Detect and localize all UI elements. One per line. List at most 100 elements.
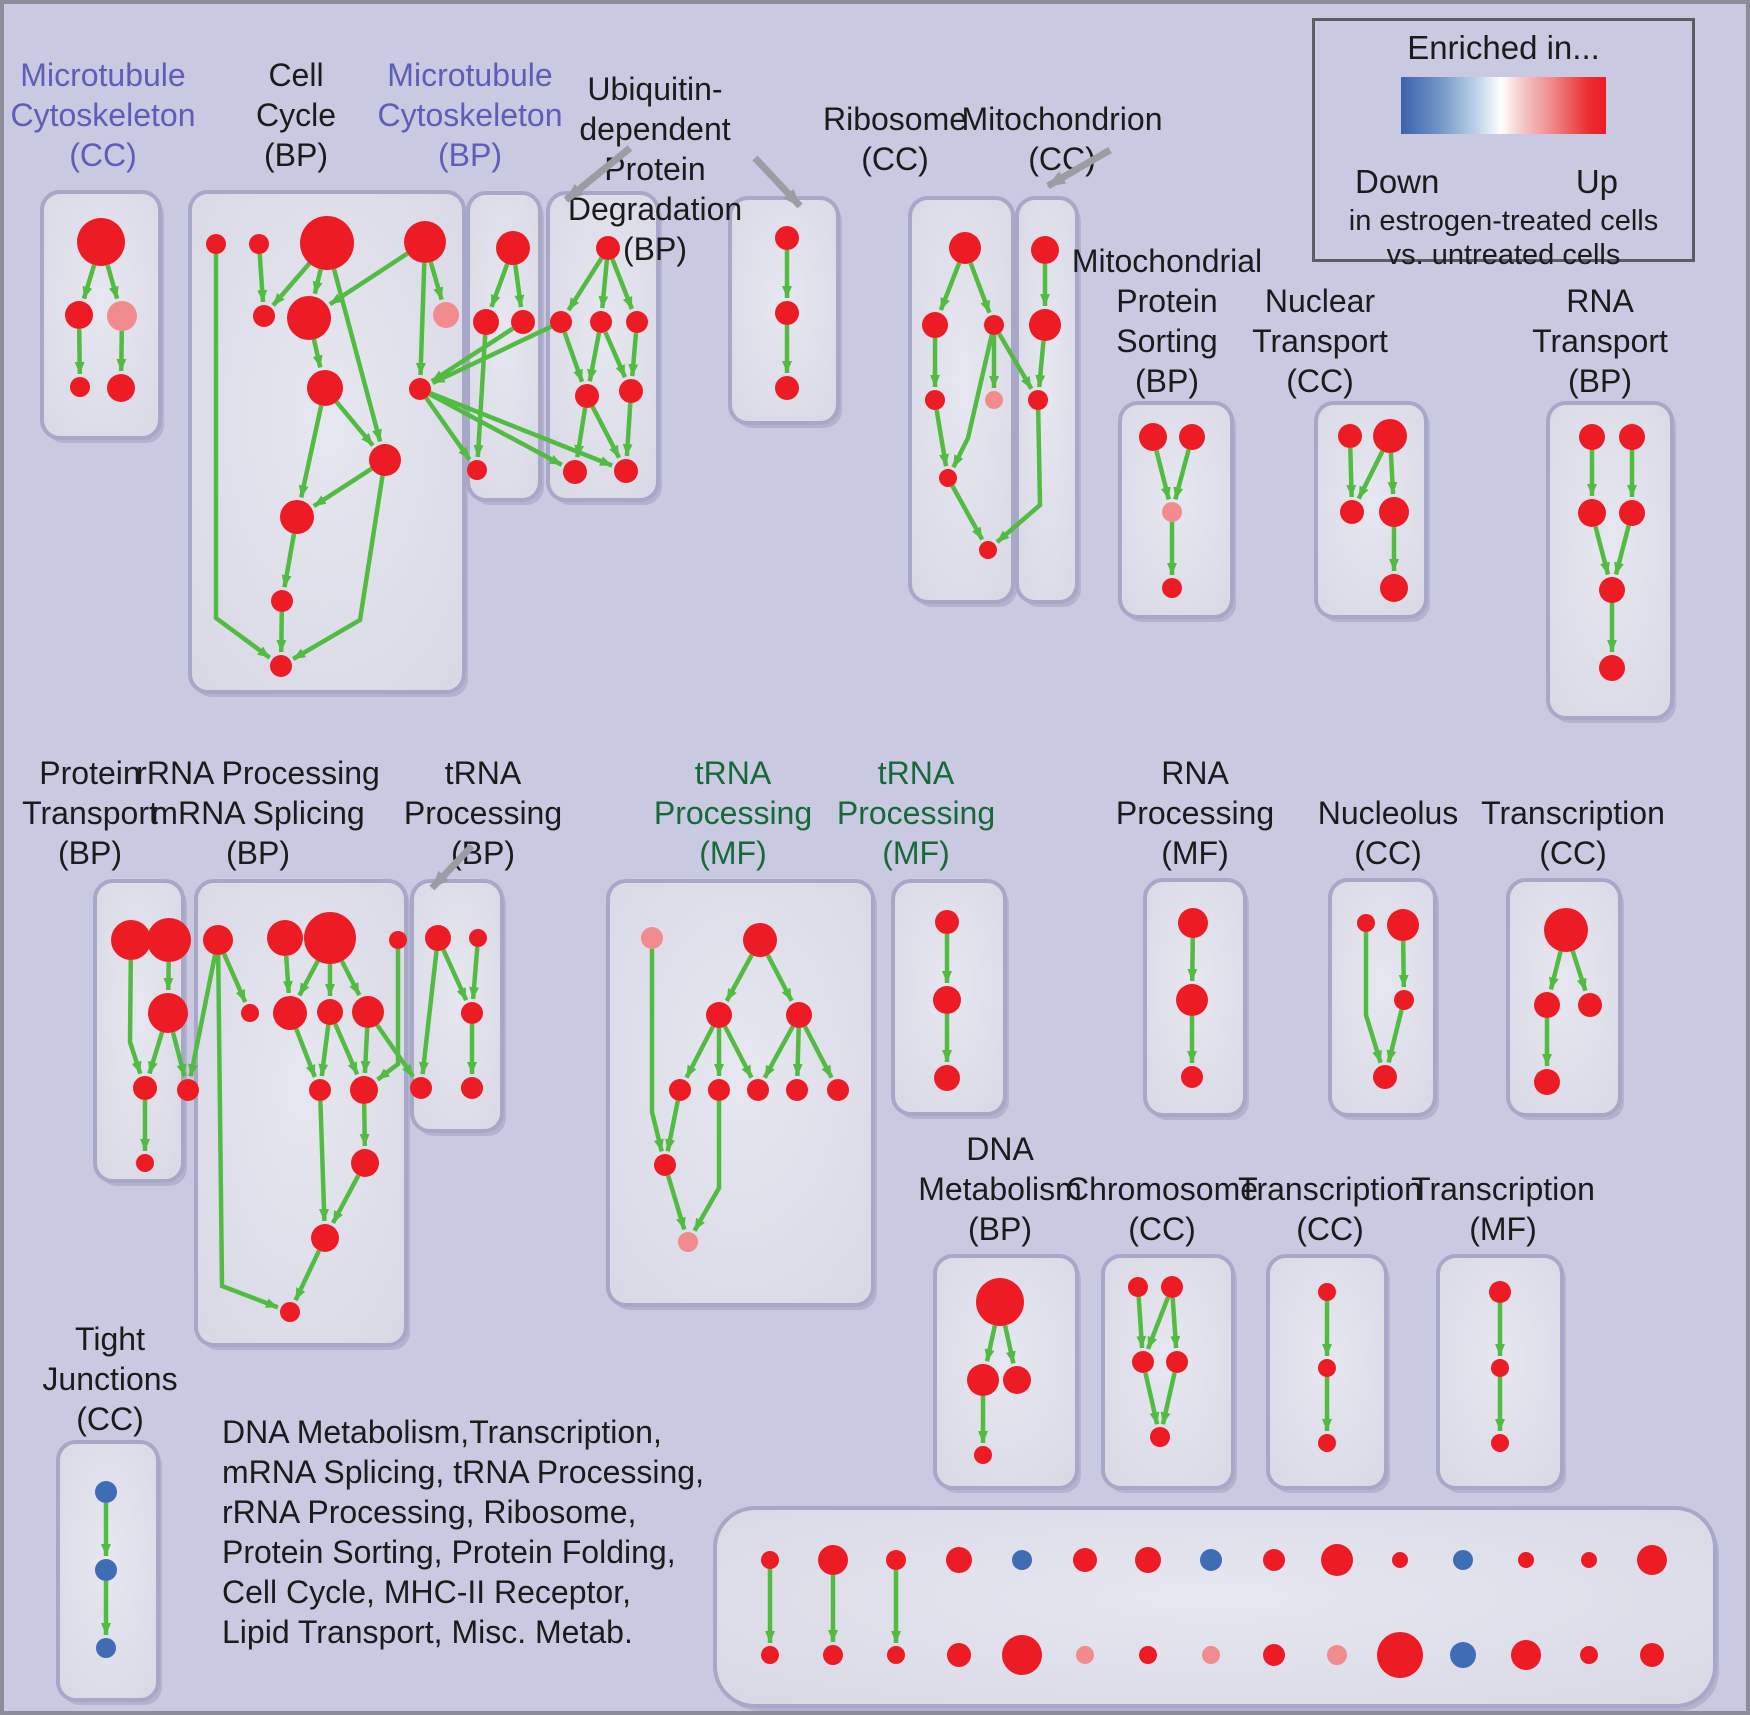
go-term-node-mitochondrion bbox=[1029, 309, 1061, 341]
edge-rrna bbox=[360, 1027, 371, 1074]
edge-protein-transport bbox=[147, 1031, 165, 1075]
edge-ubiq-a bbox=[622, 402, 633, 457]
go-term-node-misc bbox=[1511, 1640, 1541, 1670]
go-term-node-dna-metabolism bbox=[967, 1364, 999, 1396]
go-term-node-trna-bp bbox=[410, 1077, 432, 1099]
go-term-node-chromosome bbox=[1166, 1351, 1188, 1373]
go-term-node-ubiq-b bbox=[775, 301, 799, 325]
go-term-node-rna-proc-mf bbox=[1178, 908, 1208, 938]
go-term-node-cell-cycle bbox=[369, 444, 401, 476]
edge-cell-cycle bbox=[428, 261, 444, 301]
cross-edge-cell-cycle-to-ubiq-a bbox=[429, 391, 613, 468]
go-term-node-ubiq-a bbox=[563, 460, 587, 484]
go-term-node-nuclear-transport bbox=[1380, 574, 1408, 602]
group-box-mt-cc bbox=[40, 190, 162, 440]
go-term-node-ribosome bbox=[925, 390, 945, 410]
go-term-node-ubiq-a bbox=[596, 236, 620, 260]
edge-mt-bp bbox=[489, 263, 510, 308]
label-pointer-arrow-3 bbox=[1046, 146, 1112, 190]
edge-rrna bbox=[297, 959, 320, 997]
go-term-node-transcription-mf bbox=[1491, 1359, 1509, 1377]
go-term-node-nuclear-transport bbox=[1379, 497, 1409, 527]
trna-mf-2-label: tRNA Processing (MF) bbox=[837, 755, 995, 871]
edge-mt-cc bbox=[74, 328, 85, 375]
edge-dna-metabolism bbox=[1002, 1324, 1016, 1364]
edge-cell-cycle bbox=[311, 338, 323, 368]
go-term-node-trna-mf-1 bbox=[786, 1079, 808, 1101]
edge-ubiq-a bbox=[562, 331, 585, 383]
go-term-node-misc bbox=[1321, 1544, 1353, 1576]
go-term-node-protein-transport bbox=[133, 1076, 157, 1100]
edge-trna-bp bbox=[441, 948, 469, 1002]
legend: Enriched in... Down Up in estrogen-treat… bbox=[1312, 18, 1695, 271]
go-term-node-trna-mf-1 bbox=[743, 923, 777, 957]
go-term-node-mito-sorting bbox=[1139, 423, 1167, 451]
edge-cell-cycle bbox=[271, 261, 312, 307]
go-term-node-mitochondrion bbox=[1031, 236, 1059, 264]
go-term-node-cell-cycle bbox=[253, 305, 275, 327]
edge-ribosome bbox=[951, 334, 994, 469]
edge-cell-cycle bbox=[415, 262, 427, 376]
go-term-node-rrna bbox=[304, 912, 356, 964]
go-term-node-ubiq-a bbox=[590, 311, 612, 333]
go-term-node-nucleolus bbox=[1394, 990, 1414, 1010]
go-term-node-nuclear-transport bbox=[1340, 500, 1364, 524]
edge-trna-mf-1 bbox=[684, 1025, 715, 1079]
edge-cell-cycle bbox=[257, 253, 268, 303]
go-term-node-mt-bp bbox=[511, 310, 535, 334]
go-term-node-misc bbox=[1640, 1643, 1664, 1667]
go-term-node-ribosome bbox=[984, 315, 1004, 335]
go-term-node-nucleolus bbox=[1357, 914, 1375, 932]
go-term-node-protein-transport bbox=[136, 1154, 154, 1172]
go-term-node-mito-sorting bbox=[1179, 424, 1205, 450]
edge-protein-transport bbox=[170, 1031, 187, 1077]
go-term-node-rna-transport bbox=[1599, 655, 1625, 681]
edge-mt-bp bbox=[473, 334, 488, 458]
edge-ribosome bbox=[950, 484, 985, 541]
edge-chromosome bbox=[1170, 1297, 1181, 1349]
edge-trna-mf-1 bbox=[665, 1174, 687, 1231]
edge-trna-mf-1 bbox=[765, 954, 794, 1002]
cross-edge-mt-bp-to-cell-cycle bbox=[430, 326, 515, 384]
go-term-node-rna-transport bbox=[1578, 499, 1606, 527]
edge-mito-sorting bbox=[1173, 449, 1191, 500]
go-term-node-misc bbox=[1581, 1552, 1597, 1568]
go-term-node-cell-cycle bbox=[271, 590, 293, 612]
edge-cell-cycle bbox=[213, 254, 272, 660]
go-term-node-cell-cycle bbox=[300, 216, 354, 270]
edge-cell-cycle bbox=[281, 533, 297, 588]
edge-rrna bbox=[333, 1023, 360, 1076]
go-term-node-transcription-cc-1 bbox=[1544, 908, 1588, 952]
edge-trna-mf-1 bbox=[724, 953, 754, 1003]
go-term-node-misc bbox=[818, 1545, 848, 1575]
go-term-node-ribosome bbox=[985, 391, 1003, 409]
go-term-node-rrna bbox=[280, 1302, 300, 1322]
transcription-mf-label: Transcription (MF) bbox=[1411, 1171, 1595, 1247]
edge-rrna bbox=[294, 1027, 317, 1078]
edge-mt-bp bbox=[513, 264, 525, 308]
group-box-transcription-cc-1 bbox=[1506, 878, 1622, 1117]
edge-trna-mf-1 bbox=[762, 1025, 795, 1079]
go-term-node-protein-transport bbox=[177, 1079, 199, 1101]
go-term-node-protein-transport bbox=[147, 918, 191, 962]
go-term-node-chromosome bbox=[1132, 1351, 1154, 1373]
go-term-node-transcription-mf bbox=[1489, 1281, 1511, 1303]
edge-cell-cycle bbox=[312, 466, 373, 508]
label-pointer-arrow-2 bbox=[752, 155, 803, 209]
go-term-node-misc bbox=[1392, 1552, 1408, 1568]
go-term-node-dna-metabolism bbox=[976, 1278, 1024, 1326]
go-term-node-chromosome bbox=[1128, 1277, 1148, 1297]
go-term-node-trna-bp bbox=[425, 925, 451, 951]
rna-transport-label: RNA Transport (BP) bbox=[1532, 283, 1668, 399]
ribosome-label: Ribosome (CC) bbox=[823, 101, 967, 177]
edge-nucleolus bbox=[1386, 1009, 1404, 1063]
go-term-node-cell-cycle bbox=[433, 302, 459, 328]
go-term-node-ribosome bbox=[939, 469, 957, 487]
go-term-node-ribosome bbox=[922, 312, 948, 338]
go-term-node-rrna bbox=[203, 925, 233, 955]
cross-edge-cell-cycle-to-mt-bp bbox=[424, 396, 472, 461]
go-term-node-mt-bp bbox=[496, 231, 530, 265]
go-term-node-mt-cc bbox=[77, 218, 125, 266]
edge-ribosome bbox=[934, 409, 949, 467]
